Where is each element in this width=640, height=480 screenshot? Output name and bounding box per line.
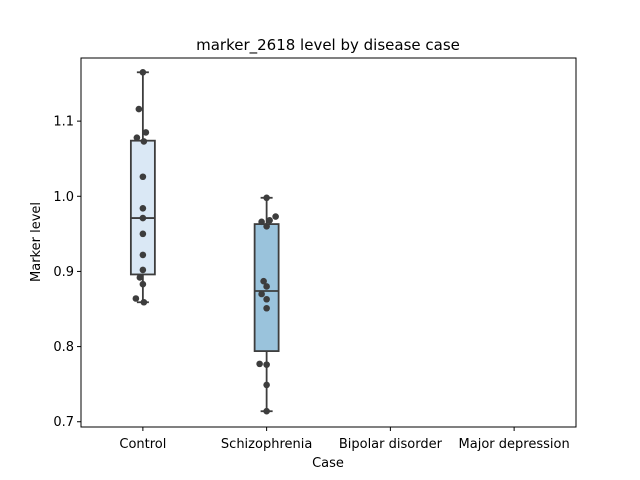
data-point bbox=[260, 277, 267, 285]
data-point bbox=[263, 304, 270, 312]
data-point bbox=[256, 360, 263, 368]
data-point bbox=[263, 194, 270, 202]
x-tick-label: Bipolar disorder bbox=[339, 437, 443, 452]
data-point bbox=[142, 129, 150, 136]
data-point bbox=[263, 223, 270, 230]
data-point bbox=[266, 217, 273, 224]
data-point bbox=[139, 173, 147, 181]
data-point bbox=[139, 214, 147, 222]
x-tick-label: Control bbox=[119, 437, 166, 452]
data-point bbox=[139, 205, 147, 212]
data-point bbox=[133, 134, 141, 141]
y-tick-label: 1.0 bbox=[53, 190, 74, 205]
x-tick-label: Schizophrenia bbox=[221, 437, 312, 452]
y-tick-label: 0.9 bbox=[53, 265, 74, 280]
data-point bbox=[139, 251, 147, 259]
data-point bbox=[135, 105, 143, 113]
data-point bbox=[263, 283, 270, 290]
data-point bbox=[263, 295, 270, 303]
data-point bbox=[132, 295, 140, 302]
data-point bbox=[139, 230, 147, 238]
data-point bbox=[258, 290, 265, 298]
data-point bbox=[140, 298, 148, 306]
data-point bbox=[263, 361, 270, 368]
data-point bbox=[139, 68, 147, 76]
data-point bbox=[272, 213, 279, 220]
y-tick-label: 1.1 bbox=[53, 115, 74, 130]
x-axis-label: Case bbox=[312, 456, 344, 471]
data-point bbox=[258, 218, 265, 226]
data-point bbox=[263, 381, 270, 389]
data-point bbox=[139, 266, 147, 274]
plot-frame bbox=[80, 57, 577, 428]
data-point bbox=[139, 280, 147, 288]
y-tick-label: 0.8 bbox=[53, 340, 74, 355]
data-point bbox=[140, 138, 148, 145]
x-tick-label: Major depression bbox=[459, 437, 570, 452]
chart-title: marker_2618 level by disease case bbox=[196, 36, 460, 55]
data-point bbox=[136, 274, 144, 281]
y-axis-label: Marker level bbox=[29, 202, 44, 282]
data-point bbox=[263, 407, 270, 415]
plot-area: 0.7 0.8 0.9 1.0 1.1 Control Schizophrenia Bipol… bbox=[53, 57, 577, 452]
y-tick-label: 0.7 bbox=[53, 415, 74, 430]
